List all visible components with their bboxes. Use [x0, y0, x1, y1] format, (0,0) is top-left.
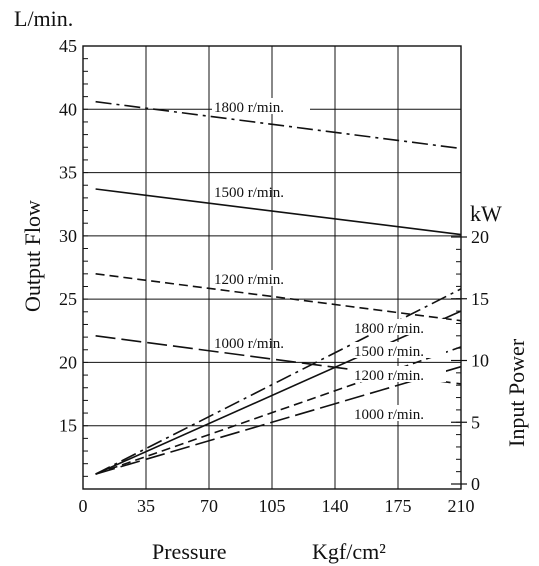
- y-left-title: Output Flow: [20, 200, 45, 312]
- x-tick-label: 35: [137, 496, 155, 516]
- flow-label-1200: 1200 r/min.: [214, 272, 284, 288]
- y-left-tick-label: 35: [59, 163, 77, 183]
- flow-line-1800: [95, 100, 462, 150]
- y-right-tick-label: 20: [471, 227, 489, 247]
- power-line-1500: [95, 310, 462, 475]
- y-right-unit: kW: [470, 201, 502, 226]
- flow-label-1800: 1800 r/min.: [214, 100, 284, 116]
- y-right-title: Input Power: [504, 338, 529, 447]
- y-left-tick-label: 45: [59, 36, 77, 56]
- tick-labels: 0 35 70 105 140 175 210 15 20 25 30 35 40 45 0 5 10 15 20: [59, 36, 489, 516]
- label-backdrop: [352, 319, 446, 335]
- x-tick-label: 70: [200, 496, 218, 516]
- plot-frame: [82, 45, 467, 490]
- y-right-tick-label: 10: [471, 351, 489, 371]
- flow-label-1000: 1000 r/min.: [214, 336, 284, 352]
- y-right-tick-label: 0: [471, 474, 480, 494]
- label-backdrop: [352, 405, 446, 421]
- flow-line-1500: [95, 188, 462, 236]
- label-backdrop: [352, 342, 446, 358]
- y-left-tick-label: 20: [59, 352, 77, 372]
- flow-line-1000: [95, 335, 462, 385]
- x-tick-label: 0: [79, 496, 88, 516]
- flow-label-1500: 1500 r/min.: [214, 185, 284, 201]
- power-label-1800: 1800 r/min.: [354, 321, 424, 337]
- power-label-1500: 1500 r/min.: [354, 344, 424, 360]
- label-backdrop: [212, 270, 310, 286]
- y-left-unit: L/min.: [14, 6, 73, 31]
- grid: [83, 46, 461, 489]
- x-tick-label: 175: [385, 496, 412, 516]
- power-label-1000: 1000 r/min.: [354, 407, 424, 423]
- label-backdrop: [352, 366, 446, 382]
- x-axis-title: Pressure: [152, 539, 227, 564]
- power-line-1000: [95, 365, 462, 475]
- y-left-tick-label: 30: [59, 226, 77, 246]
- x-tick-label: 105: [259, 496, 286, 516]
- y-left-tick-label: 25: [59, 289, 77, 309]
- label-backdrop: [212, 98, 310, 114]
- power-series-labels: 1800 r/min. 1500 r/min. 1200 r/min. 1000…: [352, 319, 446, 423]
- power-label-1200: 1200 r/min.: [354, 368, 424, 384]
- x-tick-label: 140: [322, 496, 349, 516]
- y-left-tick-label: 15: [59, 416, 77, 436]
- x-axis-unit: Kgf/cm²: [312, 539, 386, 564]
- flow-line-1200: [95, 273, 462, 322]
- y-left-tick-label: 40: [59, 99, 77, 119]
- x-tick-label: 210: [448, 496, 475, 516]
- plot-border: [82, 45, 462, 490]
- y-right-tick-label: 5: [471, 412, 480, 432]
- y-right-tick-label: 15: [471, 289, 489, 309]
- flow-series-labels: 1800 r/min. 1500 r/min. 1200 r/min. 1000…: [212, 98, 310, 352]
